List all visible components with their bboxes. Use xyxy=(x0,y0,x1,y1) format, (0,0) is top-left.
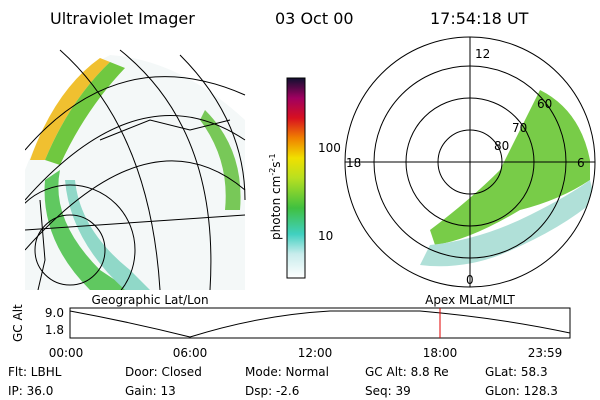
mlt-label: 6 xyxy=(577,156,585,170)
left-title: Geographic Lat/Lon xyxy=(91,293,208,307)
info-field: Door: Closed xyxy=(125,365,202,379)
colorbar-unit: photon cm-2s-1 xyxy=(268,153,283,240)
info-field: GLat: 58.3 xyxy=(485,365,548,379)
x-tick-label: 06:00 xyxy=(173,346,208,360)
time: 17:54:18 UT xyxy=(430,9,529,28)
unit-exp: -2 xyxy=(268,168,277,176)
x-tick-label: 00:00 xyxy=(49,346,84,360)
right-title: Apex MLat/MLT xyxy=(425,293,515,307)
mlt-label: 18 xyxy=(346,156,361,170)
info-field: Flt: LBHL xyxy=(8,365,62,379)
info-field: GC Alt: 8.8 Re xyxy=(365,365,449,379)
x-tick-label: 12:00 xyxy=(298,346,333,360)
polar-image xyxy=(420,90,595,267)
x-tick-label: 18:00 xyxy=(423,346,458,360)
colorbar xyxy=(286,77,306,279)
lat-label: 70 xyxy=(512,121,527,135)
unit: photon cm xyxy=(269,176,283,240)
colorbar-tick: 100 xyxy=(318,141,341,155)
unit-exp: -1 xyxy=(268,153,277,161)
geo-map xyxy=(25,49,246,290)
info-field: Gain: 13 xyxy=(125,384,176,398)
unit: s xyxy=(269,161,283,167)
colorbar-tick: 10 xyxy=(318,229,333,243)
polar-grid xyxy=(344,36,596,288)
y-tick-label: 1.8 xyxy=(45,323,64,337)
altitude-box xyxy=(69,307,571,339)
title: Ultraviolet Imager xyxy=(50,9,195,28)
lat-label: 60 xyxy=(537,97,552,111)
info-field: Dsp: -2.6 xyxy=(245,384,299,398)
lat-label: 80 xyxy=(494,139,509,153)
x-tick-label: 23:59 xyxy=(528,346,563,360)
info-field: GLon: 128.3 xyxy=(485,384,558,398)
info-field: Mode: Normal xyxy=(245,365,329,379)
mlt-label: 12 xyxy=(475,47,490,61)
mlt-label: 0 xyxy=(466,273,474,287)
info-field: IP: 36.0 xyxy=(8,384,53,398)
date: 03 Oct 00 xyxy=(275,9,354,28)
y-tick-label: 9.0 xyxy=(45,306,64,320)
altitude-curve xyxy=(69,310,571,338)
altitude-axis-label: GC Alt xyxy=(11,304,25,342)
info-field: Seq: 39 xyxy=(365,384,411,398)
